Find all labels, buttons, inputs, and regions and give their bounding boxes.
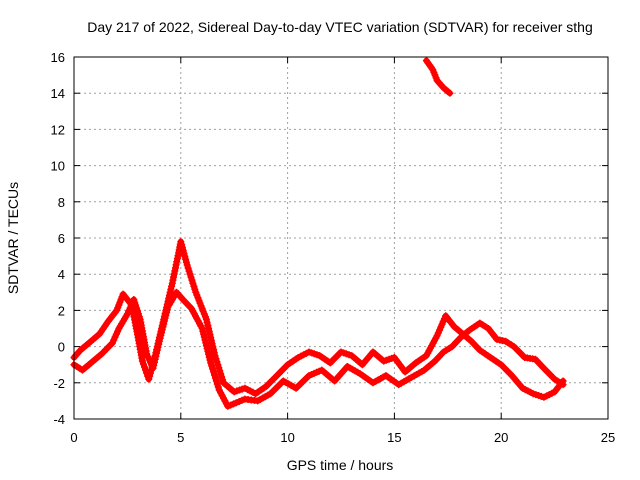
y-tick-label: -2	[53, 376, 65, 391]
y-tick-label: 10	[51, 159, 65, 174]
data-point-marker	[446, 89, 454, 97]
x-tick-label: 0	[70, 430, 77, 445]
series-track-3	[422, 57, 454, 97]
data-point-marker	[188, 276, 196, 284]
series-line	[71, 289, 567, 410]
data-point-marker	[152, 352, 160, 360]
y-tick-label: 8	[58, 195, 65, 210]
x-tick-labels: 0 5 10 15 20 25	[70, 430, 615, 445]
y-tick-label: 14	[51, 86, 65, 101]
data-point-marker	[211, 352, 219, 360]
x-axis-label: GPS time / hours	[287, 457, 394, 473]
y-tick-label: 6	[58, 231, 65, 246]
x-tick-label: 20	[494, 430, 508, 445]
y-tick-label: -4	[53, 412, 65, 427]
data-point-marker	[216, 367, 224, 375]
y-tick-labels: -4 -2 0 2 4 6 8 10 12 14 16	[51, 50, 65, 427]
x-tick-label: 5	[177, 430, 184, 445]
data-series	[70, 57, 567, 410]
x-tick-label: 25	[601, 430, 615, 445]
plot-frame	[73, 56, 609, 420]
data-point-marker	[183, 261, 191, 269]
series-track-2	[70, 288, 567, 410]
data-point-marker	[210, 368, 218, 376]
x-tick-label: 15	[387, 430, 401, 445]
chart-title: Day 217 of 2022, Sidereal Day-to-day VTE…	[87, 19, 593, 35]
y-tick-label: 16	[51, 50, 65, 65]
y-tick-label: 2	[58, 303, 65, 318]
data-point-marker	[559, 381, 567, 389]
y-tick-label: 12	[51, 122, 65, 137]
y-axis-label: SDTVAR / TECUs	[5, 182, 21, 294]
x-tick-label: 10	[280, 430, 294, 445]
series-track-1	[70, 238, 567, 401]
y-tick-label: 0	[58, 340, 65, 355]
y-tick-label: 4	[58, 267, 65, 282]
data-point-marker	[202, 315, 210, 323]
